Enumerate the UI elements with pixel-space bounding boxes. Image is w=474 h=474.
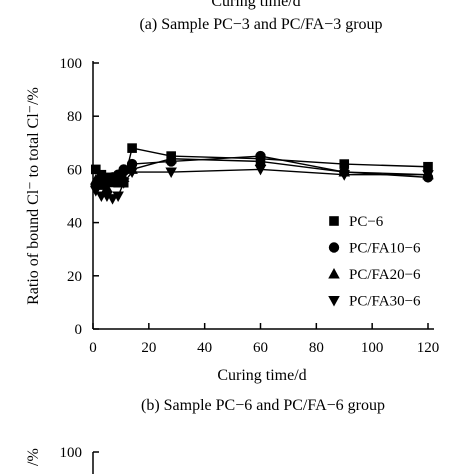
x-tick-label: 20 [141, 340, 156, 356]
x-axis-title: Curing time/d [217, 367, 306, 384]
x-tick-label: 120 [417, 340, 440, 356]
second-chart-y-title: /% [25, 448, 42, 466]
series-markers [90, 143, 434, 205]
y-tick-label: 40 [67, 216, 82, 232]
data-point-series-1 [96, 169, 107, 180]
second-chart-y-tick-label: 100 [60, 445, 83, 461]
data-point-series-3 [254, 155, 267, 166]
data-point-series-3 [90, 174, 102, 185]
y-tick-label: 0 [75, 322, 83, 338]
x-tick-label: 80 [309, 340, 324, 356]
data-point-series-4 [254, 164, 267, 176]
legend-marker-4 [328, 296, 340, 307]
data-point-series-4 [338, 170, 351, 181]
axis-ticks [92, 62, 429, 330]
legend-marker-2 [328, 242, 340, 253]
data-point-series-4 [117, 178, 130, 189]
y-tick-label: 100 [60, 56, 83, 72]
data-point-series-3 [165, 152, 177, 164]
caption-b: (b) Sample PC−6 and PC/FA−6 group [141, 397, 385, 414]
x-tick-label: 100 [361, 340, 384, 356]
data-point-series-2 [118, 164, 129, 175]
data-point-series-4 [101, 191, 113, 202]
y-tick-label: 20 [67, 269, 82, 285]
data-point-series-1 [423, 161, 433, 172]
legend-marker-1 [329, 216, 339, 226]
x-tick-label: 60 [253, 340, 268, 356]
data-point-series-1 [339, 159, 350, 169]
legend-label-2: PC/FA10−6 [349, 241, 421, 257]
x-tick-label: 0 [89, 340, 97, 356]
legend-label-3: PC/FA20−6 [349, 267, 421, 283]
data-point-series-4 [112, 191, 124, 202]
y-axis-title: Ratio of bound Cl⁻ to total Cl⁻/% [25, 87, 42, 305]
data-point-series-1 [127, 143, 137, 153]
legend-marker-3 [328, 268, 340, 279]
y-tick-label: 60 [67, 162, 82, 178]
top-cut-caption: Curing time/d [211, 0, 300, 10]
data-point-series-4 [422, 170, 434, 181]
data-point-series-4 [126, 167, 138, 179]
second-chart-fragment: /% 100 [25, 445, 99, 474]
data-point-series-4 [165, 167, 177, 179]
legend-label-1: PC−6 [349, 214, 384, 230]
y-tick-labels: 0 20 40 60 80 100 [60, 56, 83, 338]
data-point-series-4 [90, 186, 102, 197]
legend: PC−6 PC/FA10−6 PC/FA20−6 PC/FA30−6 [328, 214, 421, 310]
caption-a: (a) Sample PC−3 and PC/FA−3 group [139, 16, 382, 33]
y-tick-label: 80 [67, 109, 82, 125]
legend-label-4: PC/FA30−6 [349, 294, 421, 310]
data-point-series-3 [106, 176, 119, 188]
data-point-series-3 [101, 182, 113, 193]
plot-area: 0 20 40 60 80 100 0 20 40 60 80 100 120 PC−6 PC/FA10… [60, 56, 440, 356]
x-tick-labels: 0 20 40 60 80 100 120 [89, 340, 439, 356]
x-tick-label: 40 [197, 340, 212, 356]
data-point-series-1 [90, 164, 101, 175]
